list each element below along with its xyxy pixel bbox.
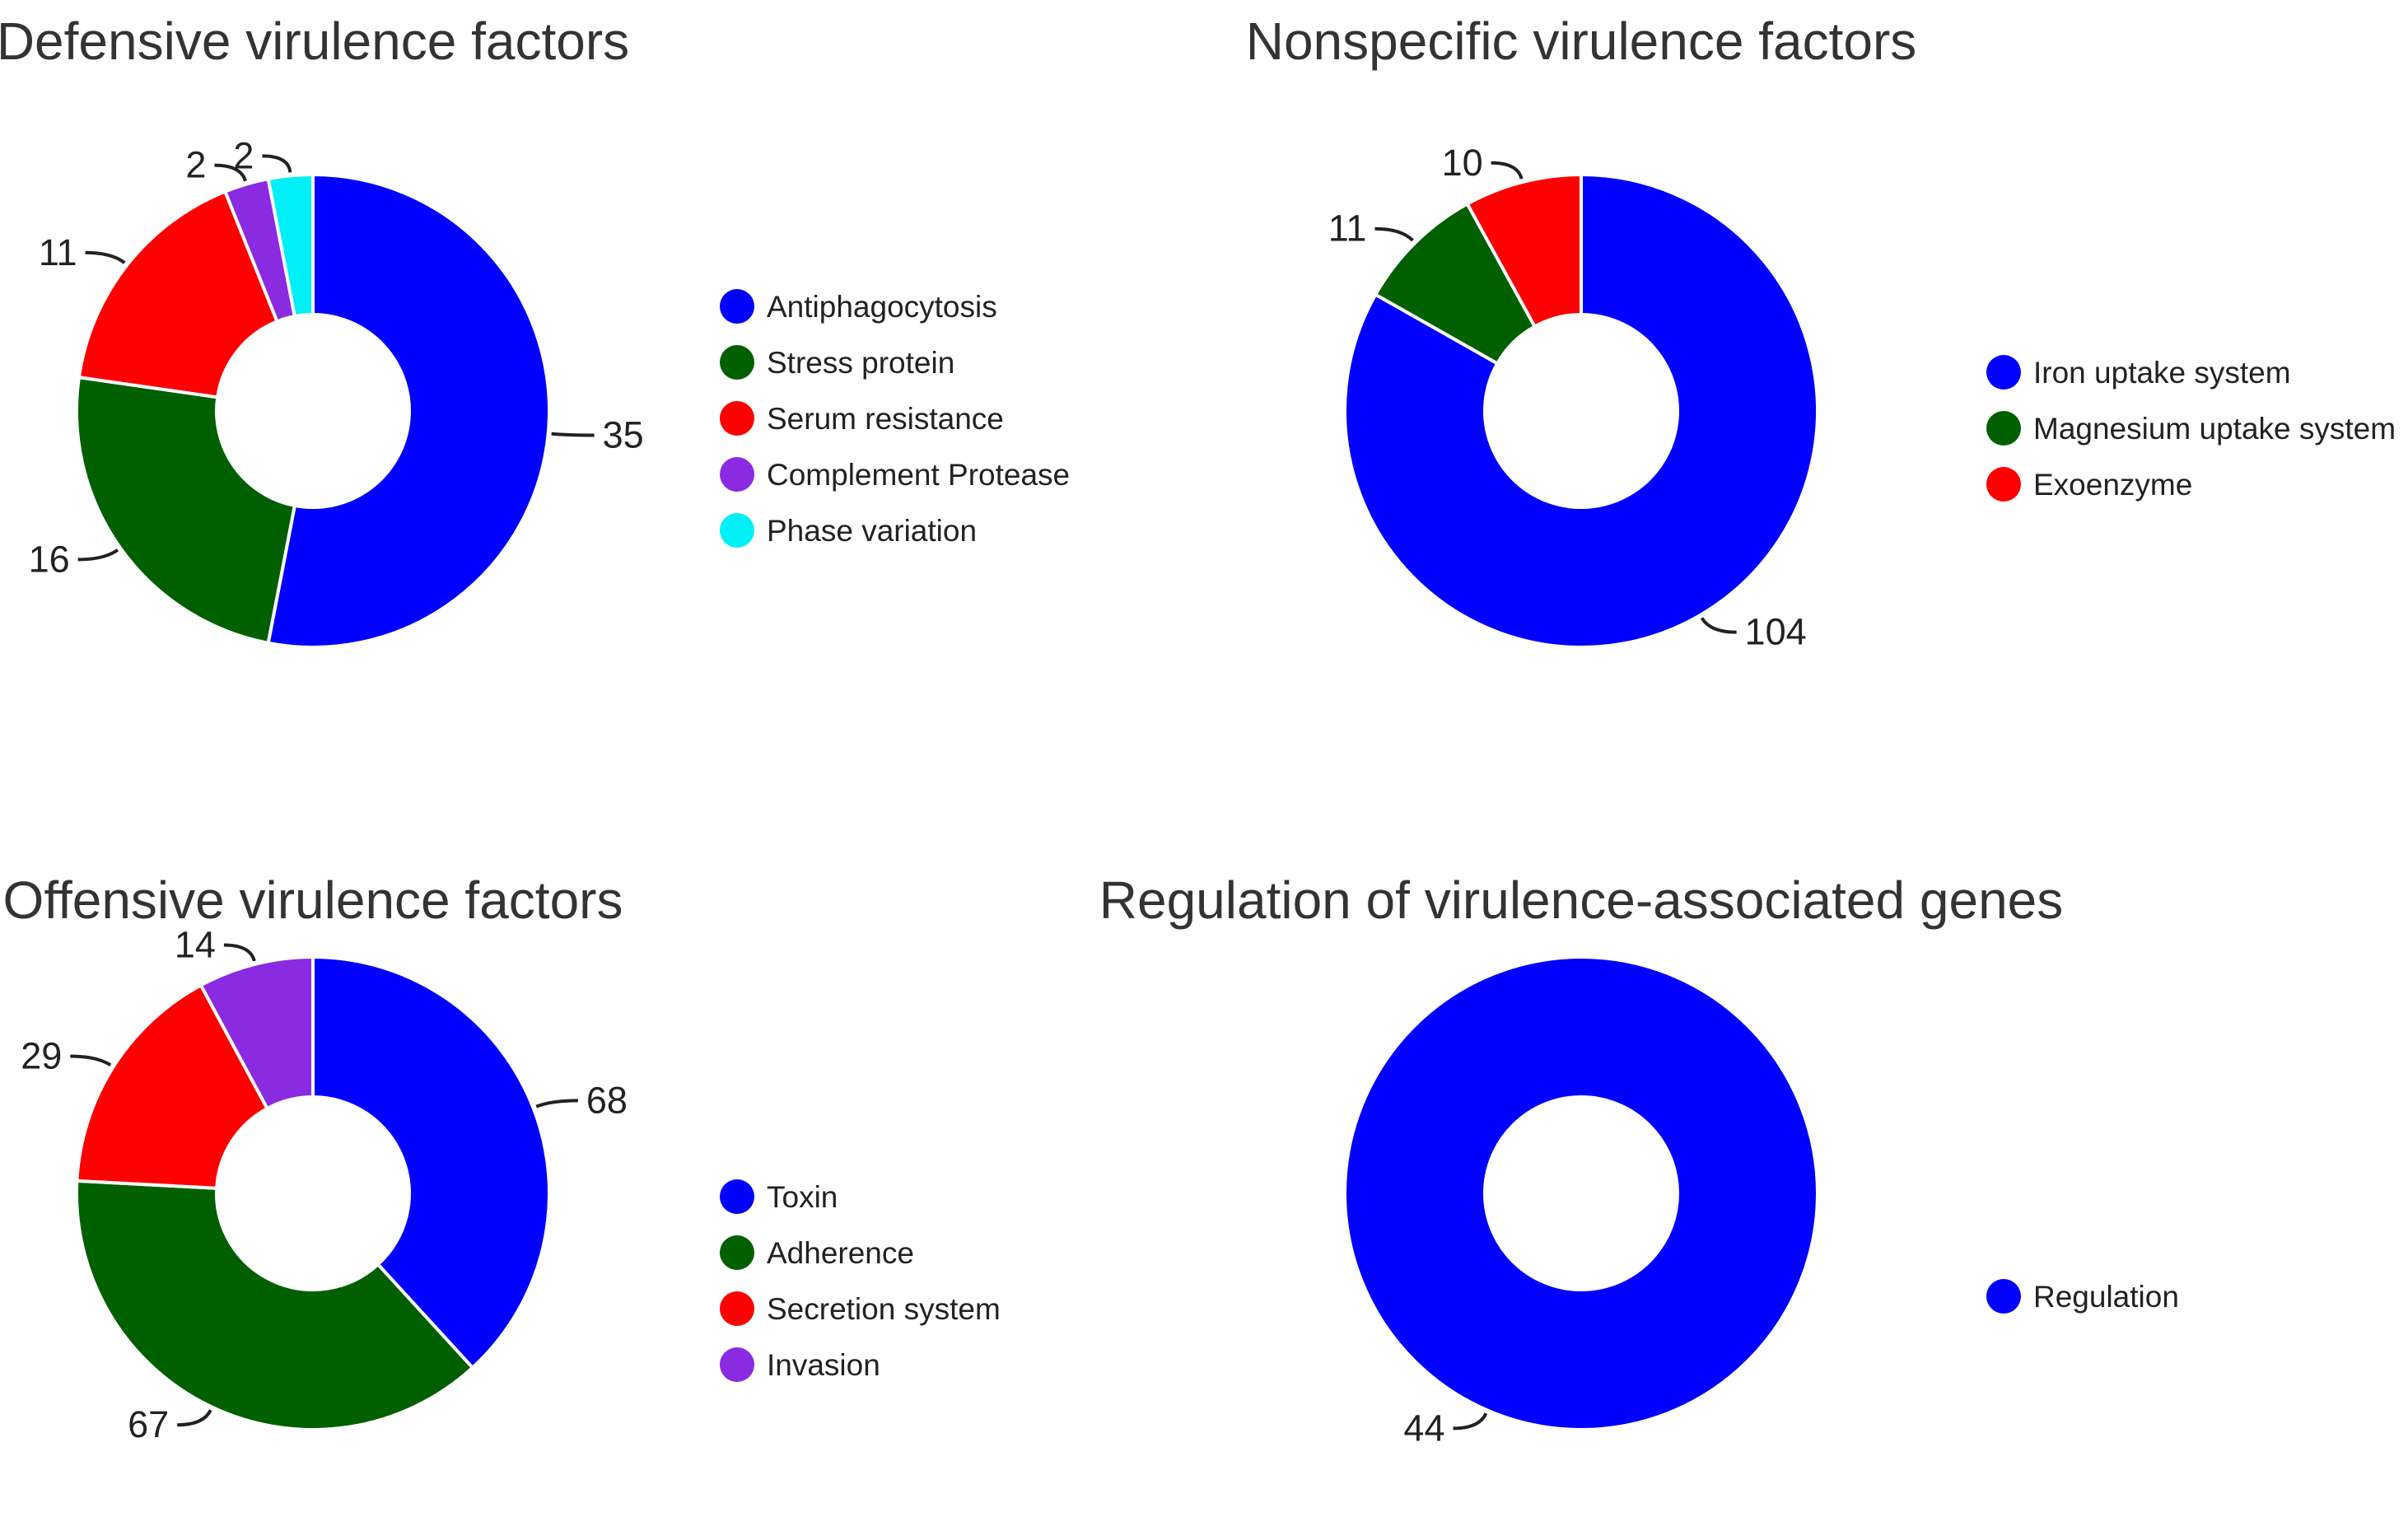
legend-marker — [720, 457, 754, 492]
leader-line — [262, 154, 292, 173]
value-label: 35 — [603, 414, 644, 456]
leader-line — [1491, 161, 1524, 180]
leader-line — [1374, 226, 1414, 242]
leader-line — [77, 548, 119, 562]
leader-line — [85, 250, 126, 264]
legend-marker — [720, 1291, 754, 1326]
leader-line — [70, 1054, 112, 1067]
leader-line — [551, 432, 595, 437]
slice-adherence[interactable] — [75, 1179, 475, 1431]
value-label: 16 — [29, 538, 70, 580]
legend: Regulation — [1986, 1279, 2179, 1314]
leader-line — [1453, 1412, 1488, 1431]
donut-chart-1: Defensive virulence factors 35 16 11 2 2 Antip… — [0, 12, 1070, 649]
legend: Toxin Adherence Secretion system Invasion — [720, 1179, 1001, 1382]
legend-marker — [1986, 1279, 2021, 1314]
legend-marker — [720, 1179, 754, 1214]
legend-marker — [1986, 467, 2021, 502]
leader-line — [223, 943, 256, 962]
legend-label: Magnesium uptake system — [2033, 412, 2396, 446]
value-label: 11 — [39, 231, 77, 273]
leader-line — [177, 1409, 212, 1427]
legend-label: Exoenzyme — [2033, 468, 2192, 502]
value-label: 2 — [233, 134, 254, 176]
slice-iron-uptake-system[interactable] — [1343, 172, 1819, 649]
value-label: 10 — [1442, 142, 1483, 184]
value-label: 14 — [175, 923, 216, 965]
donut-chart-4: Regulation of virulence-associated genes… — [1099, 871, 2179, 1449]
legend-label: Antiphagocytosis — [767, 290, 997, 324]
leader-line — [1700, 617, 1737, 634]
value-label: 104 — [1745, 611, 1807, 653]
donut-chart-2: Nonspecific virulence factors 104 11 10 Iron… — [1246, 12, 2396, 653]
legend-label: Iron uptake system — [2033, 356, 2291, 390]
legend-label: Toxin — [767, 1180, 838, 1214]
legend-label: Stress protein — [767, 346, 954, 380]
slice-regulation[interactable] — [1343, 955, 1819, 1432]
value-label: 44 — [1403, 1407, 1444, 1449]
legend-marker — [1986, 411, 2021, 446]
slice-toxin[interactable] — [311, 955, 551, 1370]
legend-label: Adherence — [767, 1236, 914, 1270]
slice-serum-resistance[interactable] — [77, 189, 280, 399]
legend: Iron uptake system Magnesium uptake syste… — [1986, 355, 2396, 502]
legend: Antiphagocytosis Stress protein Serum resi… — [720, 289, 1070, 548]
value-label: 29 — [21, 1035, 62, 1077]
legend-label: Serum resistance — [767, 402, 1004, 436]
slice-secretion-system[interactable] — [75, 983, 270, 1190]
chart-title: Offensive virulence factors — [3, 871, 623, 930]
legend-marker — [720, 513, 754, 548]
slice-phase-variation[interactable] — [266, 172, 315, 319]
slice-exoenzyme[interactable] — [1465, 172, 1583, 329]
legend-marker — [1986, 355, 2021, 390]
legend-label: Regulation — [2033, 1280, 2179, 1314]
value-label: 2 — [185, 144, 206, 186]
slice-stress-protein[interactable] — [75, 375, 297, 646]
value-label: 68 — [586, 1079, 628, 1121]
chart-title: Nonspecific virulence factors — [1246, 12, 1917, 71]
chart-title: Defensive virulence factors — [0, 12, 629, 71]
leader-line — [214, 163, 247, 182]
slice-antiphagocytosis[interactable] — [266, 172, 551, 649]
legend-label: Complement Protease — [767, 458, 1070, 492]
legend-marker — [720, 345, 754, 380]
leader-line — [535, 1099, 578, 1109]
slice-invasion[interactable] — [198, 955, 315, 1111]
legend-marker — [720, 1347, 754, 1382]
legend-label: Secretion system — [767, 1292, 1001, 1326]
legend-label: Phase variation — [767, 514, 977, 548]
donut-chart-3: Offensive virulence factors 68 67 29 14 Toxin… — [3, 871, 1001, 1445]
value-label: 11 — [1328, 208, 1367, 250]
chart-title: Regulation of virulence-associated genes — [1099, 871, 2064, 930]
legend-label: Invasion — [767, 1348, 880, 1382]
value-label: 67 — [128, 1403, 169, 1445]
legend-marker — [720, 401, 754, 436]
legend-marker — [720, 1235, 754, 1270]
legend-marker — [720, 289, 754, 324]
